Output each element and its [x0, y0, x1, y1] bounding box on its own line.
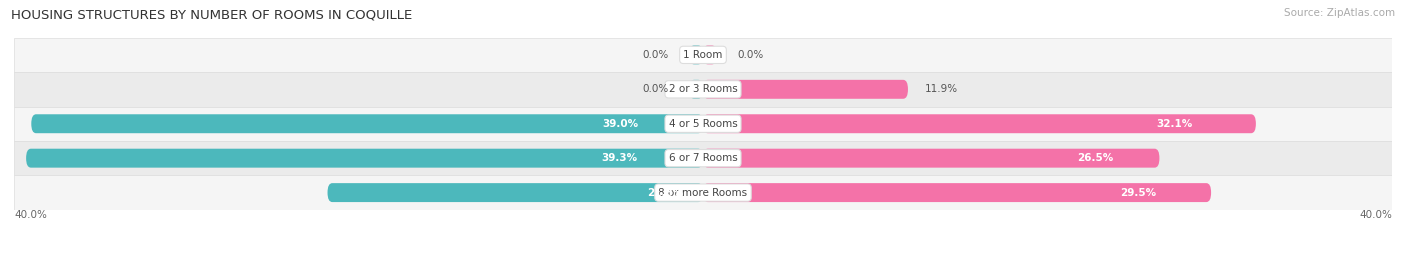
Text: 0.0%: 0.0% — [738, 50, 763, 60]
Text: 21.8%: 21.8% — [647, 187, 683, 198]
Text: 39.0%: 39.0% — [602, 119, 638, 129]
Bar — [14, 141, 1392, 175]
Text: 0.0%: 0.0% — [643, 84, 669, 94]
FancyBboxPatch shape — [689, 45, 703, 64]
Text: 29.5%: 29.5% — [1119, 187, 1156, 198]
Text: 1 Room: 1 Room — [683, 50, 723, 60]
Bar — [14, 107, 1392, 141]
FancyBboxPatch shape — [689, 80, 703, 99]
Text: 0.0%: 0.0% — [643, 50, 669, 60]
Text: Source: ZipAtlas.com: Source: ZipAtlas.com — [1284, 8, 1395, 18]
Text: 8 or more Rooms: 8 or more Rooms — [658, 187, 748, 198]
Bar — [14, 38, 1392, 72]
FancyBboxPatch shape — [27, 149, 703, 168]
FancyBboxPatch shape — [31, 114, 703, 133]
Text: 40.0%: 40.0% — [1360, 210, 1392, 220]
FancyBboxPatch shape — [703, 45, 717, 64]
Text: 6 or 7 Rooms: 6 or 7 Rooms — [669, 153, 737, 163]
Text: 32.1%: 32.1% — [1156, 119, 1192, 129]
FancyBboxPatch shape — [703, 183, 1211, 202]
Text: HOUSING STRUCTURES BY NUMBER OF ROOMS IN COQUILLE: HOUSING STRUCTURES BY NUMBER OF ROOMS IN… — [11, 8, 412, 21]
Text: 26.5%: 26.5% — [1077, 153, 1114, 163]
Text: 39.3%: 39.3% — [602, 153, 637, 163]
FancyBboxPatch shape — [703, 149, 1160, 168]
Text: 40.0%: 40.0% — [14, 210, 46, 220]
Text: 2 or 3 Rooms: 2 or 3 Rooms — [669, 84, 737, 94]
Text: 4 or 5 Rooms: 4 or 5 Rooms — [669, 119, 737, 129]
Bar — [14, 72, 1392, 107]
Text: 11.9%: 11.9% — [925, 84, 959, 94]
FancyBboxPatch shape — [703, 80, 908, 99]
Bar — [14, 175, 1392, 210]
FancyBboxPatch shape — [703, 114, 1256, 133]
FancyBboxPatch shape — [328, 183, 703, 202]
